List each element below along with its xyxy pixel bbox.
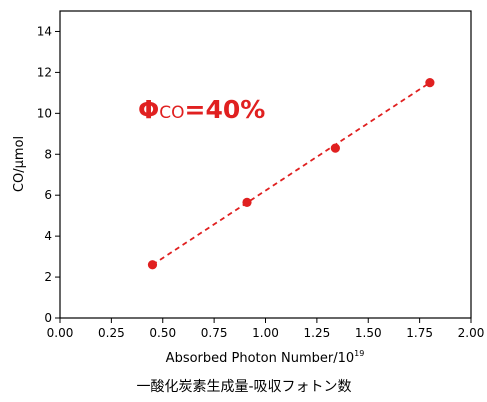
x-axis-label-exponent: 19 <box>354 349 364 358</box>
y-tick-label: 10 <box>37 106 52 120</box>
fit-line <box>151 81 431 266</box>
data-point <box>147 260 158 270</box>
quantum-yield-annotation: ΦCO=40% <box>138 95 265 124</box>
data-point <box>242 197 252 207</box>
annotation-value: =40% <box>185 95 266 124</box>
y-axis-label: CO/µmol <box>12 136 27 192</box>
chart-caption: 一酸化炭素生成量-吸収フォトン数 <box>136 379 351 395</box>
x-tick-label: 0.00 <box>47 326 74 340</box>
plot-frame <box>59 10 472 319</box>
x-tick-label: 1.50 <box>355 326 382 340</box>
phi-subscript: CO <box>159 103 184 123</box>
data-point <box>330 143 340 153</box>
phi-symbol: Φ <box>138 95 159 124</box>
x-tick-label: 0.75 <box>201 326 228 340</box>
x-axis-label: Absorbed Photon Number/1019 <box>166 349 365 366</box>
data-point <box>425 78 435 88</box>
x-tick-label: 0.25 <box>98 326 125 340</box>
y-tick-label: 6 <box>44 188 52 202</box>
x-tick-label: 2.00 <box>458 326 485 340</box>
x-tick-label: 0.50 <box>149 326 176 340</box>
x-axis: 0.00 0.25 0.50 0.75 1.00 1.25 1.50 1.75 2.00 <box>47 318 485 340</box>
y-tick-label: 4 <box>44 229 52 243</box>
y-tick-label: 0 <box>44 311 52 325</box>
y-tick-label: 8 <box>44 147 52 161</box>
y-tick-label: 14 <box>37 24 52 38</box>
x-tick-label: 1.25 <box>304 326 331 340</box>
data-points <box>147 78 435 270</box>
y-tick-label: 12 <box>37 65 52 79</box>
y-tick-label: 2 <box>44 270 52 284</box>
x-tick-label: 1.00 <box>252 326 279 340</box>
x-tick-label: 1.75 <box>406 326 433 340</box>
y-axis: 0 2 4 6 8 10 12 14 <box>37 24 60 325</box>
x-axis-label-text: Absorbed Photon Number/10 <box>166 351 354 366</box>
